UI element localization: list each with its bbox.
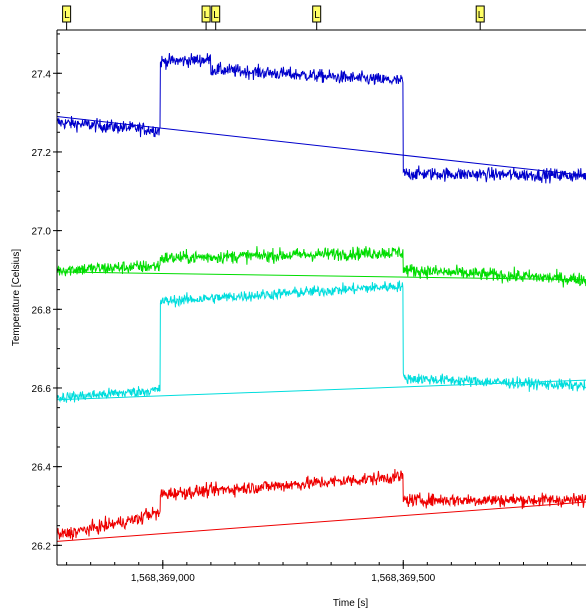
- series-1-line: [56, 52, 586, 184]
- y-tick-label: 27.2: [32, 148, 52, 159]
- y-tick-label: 26.2: [32, 541, 52, 552]
- tick-marks: [53, 33, 573, 569]
- event-marker-label: L: [314, 10, 320, 21]
- y-tick-label: 27.4: [32, 69, 52, 80]
- event-marker-label: L: [478, 10, 484, 21]
- axes: [56, 29, 586, 566]
- event-marker-label: L: [213, 10, 219, 21]
- series-3-trend-line: [56, 379, 586, 401]
- x-axis-title: Time [s]: [333, 598, 368, 609]
- series-4-line: [56, 468, 586, 540]
- x-tick-label: 1,568,369,000: [131, 573, 195, 584]
- y-tick-label: 26.8: [32, 305, 52, 316]
- x-tick-label: 1,568,369,500: [371, 573, 435, 584]
- event-marker-box: [211, 5, 221, 23]
- series-2-line: [56, 245, 586, 288]
- event-marker-box: [201, 5, 211, 23]
- series-4-trend-line: [56, 501, 586, 542]
- series-3-line: [56, 280, 586, 403]
- series-1-trend-line: [56, 116, 586, 177]
- series-layer: [56, 52, 586, 542]
- y-axis-title: Temperature [Celsius]: [11, 249, 22, 346]
- y-tick-label: 27.0: [32, 227, 52, 238]
- event-marker-label: L: [64, 10, 70, 21]
- y-tick-label: 26.6: [32, 384, 52, 395]
- event-marker-label: L: [204, 10, 210, 21]
- event-marker-box: [475, 5, 485, 23]
- y-tick-label: 26.4: [32, 463, 52, 474]
- event-marker-box: [312, 5, 322, 23]
- event-marker-box: [62, 5, 72, 23]
